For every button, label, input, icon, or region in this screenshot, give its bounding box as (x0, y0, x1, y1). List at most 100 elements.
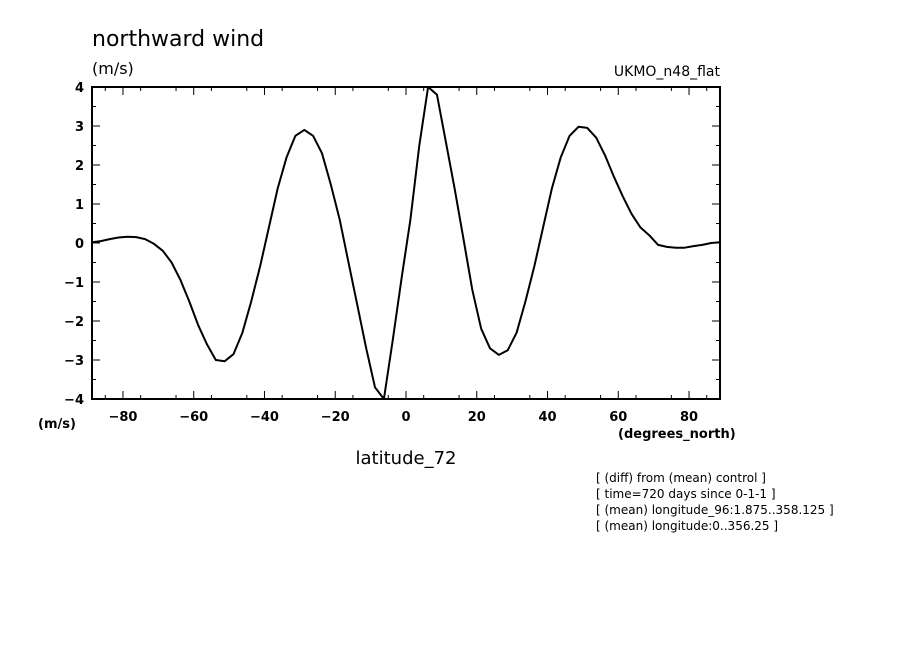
data-point (595, 137, 597, 139)
data-point (533, 265, 535, 267)
source-label: UKMO_n48_flat (614, 64, 721, 80)
data-point (401, 277, 403, 279)
data-point (144, 238, 146, 240)
annotation-time: [ time=720 days since 0-1-1 ] (596, 487, 776, 501)
y-tick-label: 0 (75, 237, 84, 252)
data-point (303, 129, 305, 131)
data-point (710, 242, 712, 244)
data-point (569, 135, 571, 137)
data-point (542, 226, 544, 228)
data-point (613, 176, 615, 178)
data-point (312, 135, 314, 137)
y-tick-label: −2 (64, 315, 84, 330)
data-point (330, 183, 332, 186)
x-tick-label: −20 (321, 410, 350, 425)
data-point (277, 187, 279, 189)
data-point (666, 246, 668, 248)
data-point (162, 250, 164, 252)
data-point (241, 332, 243, 334)
data-point (171, 261, 173, 264)
data-point (347, 261, 350, 264)
data-point (188, 300, 190, 303)
data-point (294, 135, 296, 137)
data-point (109, 238, 111, 240)
data-point (560, 156, 562, 158)
data-point (524, 300, 527, 303)
data-point (135, 236, 137, 238)
data-point (392, 339, 394, 342)
data-point (418, 144, 420, 147)
annotation-longitude-96: [ (mean) longitude_96:1.875..358.125 ] (596, 503, 834, 517)
data-point (100, 240, 102, 242)
data-point (268, 226, 270, 228)
tick-marks (92, 86, 720, 400)
data-point (489, 347, 491, 349)
data-point (639, 226, 642, 228)
title-units: (m/s) (92, 59, 134, 78)
x-tick-label: 80 (680, 410, 698, 425)
data-point (648, 234, 650, 236)
x-variable-name: latitude_72 (356, 448, 457, 469)
data-point (471, 289, 473, 291)
data-point (206, 343, 208, 345)
data-point (507, 349, 509, 351)
y-tick-labels: 4 3 2 1 0 −1 −2 −3 −4 (64, 81, 84, 408)
x-tick-label: 0 (401, 410, 410, 425)
data-point (356, 304, 358, 306)
data-point (215, 359, 217, 361)
data-point (339, 219, 341, 221)
data-point (577, 126, 580, 128)
data-point (365, 347, 367, 349)
y-tick-label: 1 (75, 198, 84, 213)
x-tick-label: 20 (468, 410, 486, 425)
data-point (197, 324, 199, 326)
x-tick-labels: −80 −60 −40 −20 0 20 40 60 80 (108, 410, 698, 425)
data-point (179, 279, 182, 281)
data-point (117, 236, 120, 239)
data-point (480, 328, 482, 330)
data-point (259, 265, 261, 267)
data-point (551, 187, 553, 189)
data-point (232, 353, 235, 355)
x-tick-label: −60 (179, 410, 208, 425)
data-point (462, 238, 465, 240)
data-point (622, 195, 624, 197)
data-point (409, 219, 411, 221)
y-axis-label: (m/s) (38, 417, 76, 432)
y-tick-label: 3 (75, 120, 84, 135)
y-tick-label: 2 (75, 159, 84, 174)
data-point (436, 94, 438, 96)
data-point (657, 244, 659, 246)
x-tick-label: 40 (538, 410, 556, 425)
y-tick-label: −3 (64, 354, 84, 369)
x-tick-label: −40 (250, 410, 279, 425)
plot-frame (91, 86, 721, 400)
data-point (454, 187, 456, 189)
annotation-longitude: [ (mean) longitude:0..356.25 ] (596, 519, 778, 533)
data-point (153, 243, 155, 245)
data-point (224, 360, 226, 362)
data-points (91, 86, 721, 400)
data-point (445, 141, 447, 143)
data-point (701, 244, 703, 246)
data-point (321, 152, 323, 154)
data-point (126, 236, 128, 238)
annotation-diff: [ (diff) from (mean) control ] (596, 471, 766, 485)
data-point (250, 300, 252, 303)
data-point (630, 213, 633, 215)
y-tick-label: −4 (64, 393, 84, 408)
data-point (684, 247, 686, 249)
y-tick-label: −1 (64, 276, 84, 291)
data-point (374, 386, 376, 388)
x-tick-label: −80 (108, 410, 137, 425)
series-line (91, 86, 721, 400)
data-point (516, 332, 518, 334)
data-point (604, 154, 606, 156)
x-tick-label: 60 (609, 410, 627, 425)
chart-title: northward wind (92, 27, 264, 52)
data-point (692, 245, 695, 247)
x-axis-label: (degrees_north) (618, 427, 736, 442)
data-point (586, 127, 588, 129)
data-point (675, 247, 677, 249)
data-point (286, 156, 288, 158)
